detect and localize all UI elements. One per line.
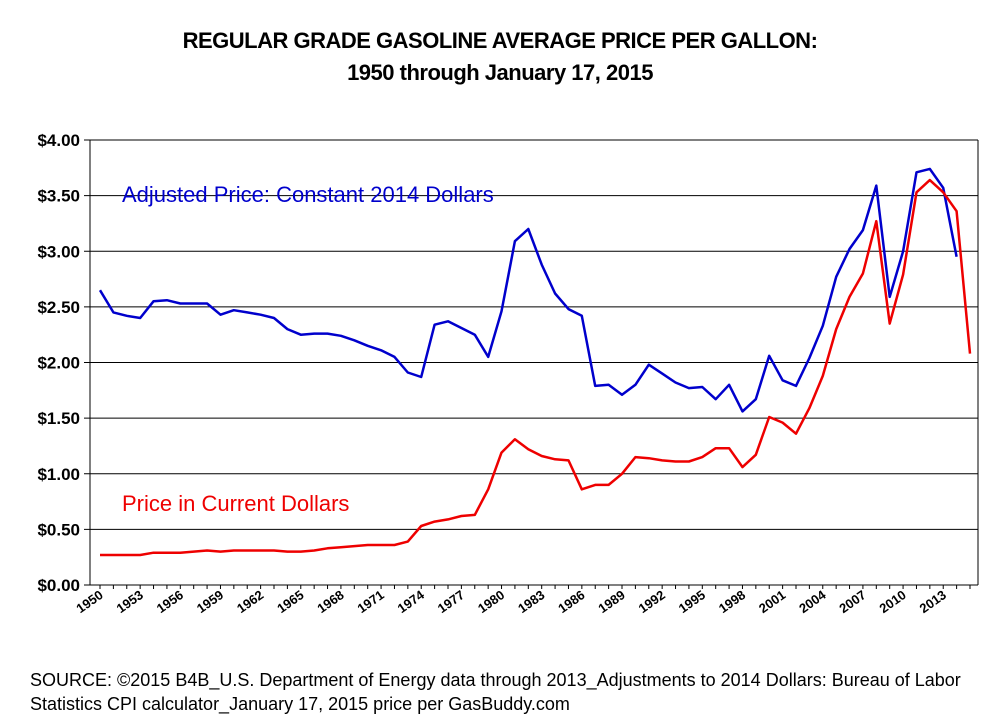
x-tick-label: 1953 <box>114 587 146 616</box>
x-tick-label: 2013 <box>917 587 949 616</box>
current-price-annotation: Price in Current Dollars <box>122 491 349 516</box>
y-tick-label: $3.50 <box>37 187 80 206</box>
x-tick-label: 1995 <box>676 587 708 616</box>
x-tick-label: 1980 <box>475 587 507 616</box>
x-tick-label: 1998 <box>716 587 748 616</box>
x-tick-label: 1986 <box>555 587 587 616</box>
y-tick-label: $2.50 <box>37 298 80 317</box>
chart-subtitle: 1950 through January 17, 2015 <box>347 60 653 85</box>
axes <box>89 140 979 589</box>
chart-title: REGULAR GRADE GASOLINE AVERAGE PRICE PER… <box>182 28 818 53</box>
x-tick-label: 1974 <box>395 587 428 616</box>
x-tick-label: 2004 <box>796 587 829 616</box>
x-axis-tick-labels: 1950 1953 1956 1959 1962 1965 1968 1971 1974 1977… <box>73 587 949 616</box>
y-tick-label: $0.00 <box>37 576 80 595</box>
adjusted-price-annotation: Adjusted Price: Constant 2014 Dollars <box>122 182 494 207</box>
series-lines <box>98 167 972 557</box>
gridlines <box>84 139 978 586</box>
x-tick-label: 1983 <box>515 587 547 616</box>
x-tick-label: 1965 <box>274 587 306 616</box>
y-tick-label: $1.00 <box>37 465 80 484</box>
y-tick-label: $3.00 <box>37 242 80 261</box>
series-annotations: Adjusted Price: Constant 2014 Dollars Pri… <box>122 182 494 516</box>
x-tick-label: 1977 <box>435 587 467 616</box>
x-tick-label: 1968 <box>314 587 346 616</box>
source-note: SOURCE: ©2015 B4B_U.S. Department of Ene… <box>30 670 961 714</box>
x-tick-label: 1962 <box>234 587 266 616</box>
x-tick-label: 2001 <box>756 587 788 616</box>
y-tick-label: $2.00 <box>37 354 80 373</box>
x-tick-label: 1971 <box>355 587 387 616</box>
adjusted-price-line <box>98 167 958 413</box>
line-chart: $0.00 $0.50 $1.00 $1.50 $2.00 $2.50 $3.00 $3.50… <box>37 131 979 616</box>
current-price-line <box>100 178 972 557</box>
x-tick-label: 1989 <box>595 587 627 616</box>
x-tick-label: 1992 <box>636 587 668 616</box>
y-tick-label: $4.00 <box>37 131 80 150</box>
x-tick-label: 1956 <box>154 587 186 616</box>
x-tick-label: 1959 <box>194 587 226 616</box>
y-tick-label: $1.50 <box>37 409 80 428</box>
x-tick-label: 2007 <box>836 587 868 616</box>
x-tick-label: 2010 <box>877 587 909 616</box>
y-tick-label: $0.50 <box>37 520 80 539</box>
y-axis-tick-labels: $0.00 $0.50 $1.00 $1.50 $2.00 $2.50 $3.00 $3.50… <box>37 131 80 595</box>
